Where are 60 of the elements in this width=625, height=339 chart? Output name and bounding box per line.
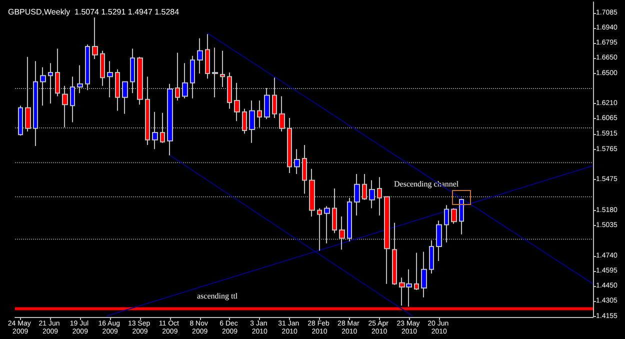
candlestick <box>160 112 165 144</box>
candlestick <box>220 50 225 88</box>
candlestick <box>85 44 90 91</box>
candlestick <box>130 48 135 94</box>
candlestick <box>152 111 158 150</box>
candlestick <box>107 60 113 98</box>
candlestick <box>287 118 292 174</box>
candlestick <box>212 47 218 98</box>
candlestick <box>18 105 23 136</box>
candlestick <box>182 62 188 99</box>
candlestick <box>122 81 128 114</box>
candlestick <box>294 148 300 175</box>
candlestick <box>264 88 270 120</box>
candlestick <box>309 168 315 217</box>
candlestick <box>167 83 173 156</box>
candlestick <box>324 206 330 244</box>
candlestick <box>92 17 98 60</box>
annotation: ascending ttl <box>197 292 238 300</box>
candlestick <box>317 208 322 252</box>
candlestick <box>414 252 419 291</box>
candlestick <box>100 50 105 86</box>
candlestick <box>55 48 60 97</box>
candlestick <box>145 76 150 146</box>
candlestick <box>175 52 180 101</box>
candlestick <box>332 188 337 234</box>
candlestick <box>249 100 255 144</box>
candlestick <box>62 85 68 128</box>
candlestick <box>115 68 120 112</box>
candlestick <box>33 60 38 147</box>
candlestick <box>339 216 345 250</box>
candlestick <box>257 100 262 128</box>
candlestick <box>227 72 232 110</box>
candlestick <box>377 176 382 216</box>
candlestick <box>137 56 143 106</box>
candlestick <box>205 34 210 80</box>
candlestick <box>302 144 307 194</box>
candlestick <box>242 108 247 134</box>
candlestick <box>444 204 449 243</box>
candlestick <box>369 180 375 209</box>
candlestick <box>347 197 352 242</box>
candlestick <box>70 76 75 123</box>
candlestick <box>25 56 31 132</box>
candlestick <box>197 38 203 74</box>
candlestick <box>40 66 46 106</box>
candlestick <box>190 55 195 99</box>
candlestick <box>436 220 442 262</box>
candlestick <box>279 96 285 132</box>
candlestick <box>48 62 53 104</box>
candlestick <box>234 82 240 122</box>
candlestick <box>77 64 83 94</box>
candlestick <box>362 174 367 200</box>
candlestick <box>384 196 390 284</box>
candlestick <box>392 222 397 286</box>
candlestick <box>272 77 277 119</box>
text: GBPUSD,Weekly 1.5074 1.5291 1.4947 1.5284 <box>8 8 180 16</box>
candlestick <box>451 208 457 224</box>
candlestick <box>429 240 434 274</box>
candlestick <box>459 198 464 235</box>
candlestick <box>421 251 427 298</box>
candlestick <box>354 174 360 216</box>
